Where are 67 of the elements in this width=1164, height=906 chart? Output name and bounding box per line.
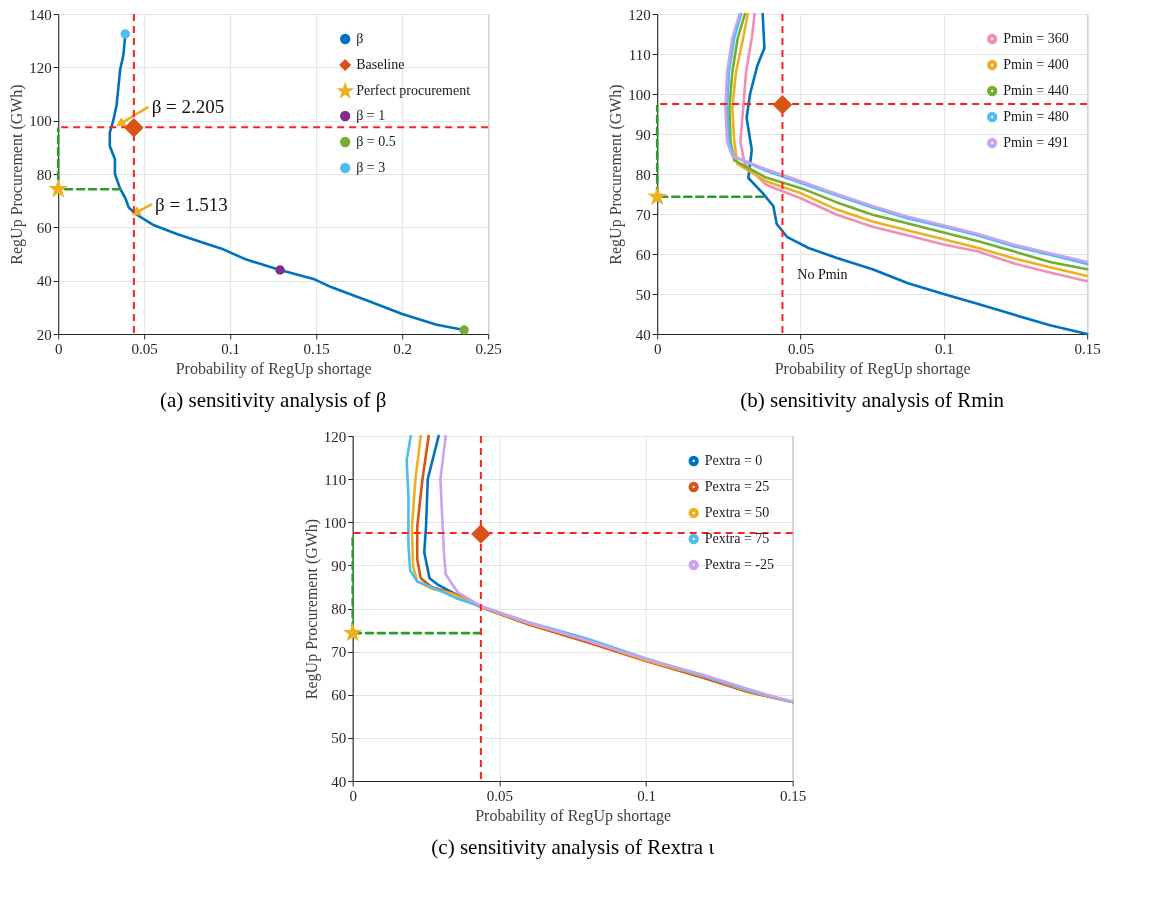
x-axis-title: Probability of RegUp shortage (475, 806, 672, 825)
legend-label: Pmin = 491 (1003, 135, 1069, 150)
y-tick-label: 90 (635, 126, 651, 143)
y-tick-label: 140 (29, 6, 52, 23)
y-tick-label: 80 (635, 166, 651, 183)
legend-label: Perfect procurement (356, 83, 471, 98)
y-tick-label: 120 (628, 6, 651, 23)
x-tick-label: 0.15 (1074, 340, 1101, 357)
y-tick-label: 120 (29, 59, 52, 76)
legend-label: Pextra = 50 (704, 505, 770, 520)
y-tick-label: 110 (628, 46, 651, 63)
x-tick-label: 0.25 (475, 340, 502, 357)
legend-label: Pmin = 360 (1003, 31, 1069, 46)
legend-label: Pextra = 0 (704, 453, 763, 468)
legend-label: Pmin = 400 (1003, 57, 1069, 72)
x-tick-label: 0.05 (787, 340, 815, 357)
x-tick-label: 0.2 (393, 340, 413, 357)
y-tick-label: 40 (331, 773, 347, 790)
y-tick-label: 100 (628, 86, 651, 103)
y-tick-label: 100 (323, 514, 347, 531)
legend-label: β = 0.5 (356, 134, 396, 149)
y-tick-label: 50 (635, 286, 651, 303)
annotation: No Pmin (797, 267, 848, 283)
legend-label: β (356, 31, 364, 46)
legend-label: Pmin = 480 (1003, 109, 1069, 124)
x-tick-label: 0.1 (934, 340, 954, 357)
y-tick-label: 110 (324, 471, 347, 488)
y-tick-label: 60 (36, 219, 52, 236)
x-tick-label: 0.1 (637, 787, 656, 804)
y-axis-title: RegUp Procurement (GWh) (607, 84, 626, 265)
y-tick-label: 70 (635, 206, 651, 223)
legend-label: Pextra = 75 (704, 531, 770, 546)
x-tick-label: 0.1 (221, 340, 241, 357)
y-tick-label: 60 (331, 687, 347, 704)
x-tick-label: 0.05 (131, 340, 158, 357)
legend-label: β = 1 (356, 108, 386, 123)
y-tick-label: 40 (635, 326, 651, 343)
legend-label: Pextra = 25 (704, 479, 770, 494)
y-tick-label: 100 (29, 113, 52, 130)
y-tick-label: 60 (635, 246, 651, 263)
y-tick-label: 20 (36, 326, 52, 343)
x-axis-title: Probability of RegUp shortage (774, 359, 971, 378)
text: (a) sensitivity analysis of β (159, 388, 387, 412)
x-tick-label: 0 (349, 787, 357, 804)
x-tick-label: 0 (653, 340, 662, 357)
y-axis-title: RegUp Procurement (GWh) (8, 84, 27, 265)
legend-label: Pmin = 440 (1003, 83, 1069, 98)
y-tick-label: 40 (36, 273, 52, 290)
y-tick-label: 80 (331, 601, 347, 617)
y-axis-title: RegUp Procurement (GWh) (302, 518, 321, 700)
y-tick-label: 80 (36, 166, 52, 183)
x-tick-label: 0 (54, 340, 63, 357)
text: (b) sensitivity analysis of Rmin (740, 388, 1005, 412)
text: (c) sensitivity analysis of Rextra ι (431, 835, 715, 859)
x-axis-title: Probability of RegUp shortage (175, 359, 372, 378)
y-tick-label: 70 (331, 644, 347, 661)
x-tick-label: 0.05 (486, 787, 513, 804)
x-tick-label: 0.15 (303, 340, 330, 357)
legend-label: Baseline (356, 57, 405, 72)
legend-label: β = 3 (356, 160, 386, 175)
x-tick-label: 0.15 (780, 787, 807, 804)
annotation: β = 2.205 (151, 96, 225, 118)
y-tick-label: 50 (331, 730, 347, 747)
y-tick-label: 120 (323, 428, 347, 445)
annotation: β = 1.513 (155, 193, 228, 215)
legend-label: Pextra = -25 (704, 557, 775, 572)
y-tick-label: 90 (331, 557, 347, 574)
